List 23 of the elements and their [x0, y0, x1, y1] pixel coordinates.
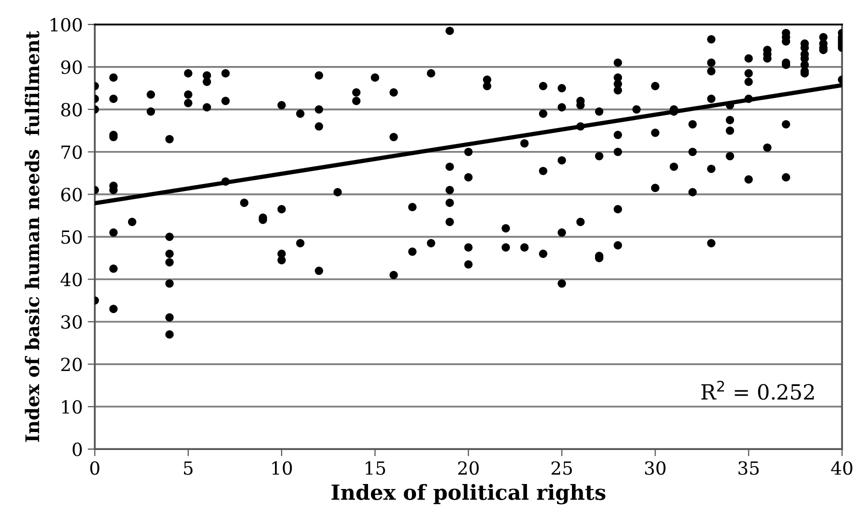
x-tick-label: 10 [272, 461, 292, 475]
y-tick-label: 30 [61, 315, 82, 329]
y-tick-label: 0 [72, 442, 82, 456]
x-tick-label: 35 [738, 461, 759, 475]
x-tick-label: 5 [184, 461, 193, 475]
x-tick-label: 30 [645, 461, 666, 475]
x-tick-label: 20 [458, 461, 479, 475]
y-axis-title: Index of basic human needs fulfilment [24, 30, 40, 442]
annotation: R$^{2}$ = 0.252 [701, 380, 814, 400]
y-tick-label: 70 [62, 145, 82, 159]
y-tick-label: 20 [61, 358, 82, 372]
x-tick-label: 40 [831, 461, 852, 475]
y-tick-label: 100 [50, 18, 82, 32]
y-tick-label: 50 [62, 230, 82, 244]
y-tick-label: 60 [61, 188, 82, 202]
y-tick-label: 80 [61, 102, 82, 117]
x-tick-label: 0 [90, 461, 100, 475]
y-tick-label: 90 [61, 60, 82, 74]
y-tick-label: 40 [60, 272, 82, 286]
x-axis-title: Index of political rights [332, 484, 606, 504]
x-tick-label: 15 [366, 461, 386, 475]
x-tick-label: 25 [552, 461, 572, 475]
y-tick-label: 10 [62, 400, 82, 414]
